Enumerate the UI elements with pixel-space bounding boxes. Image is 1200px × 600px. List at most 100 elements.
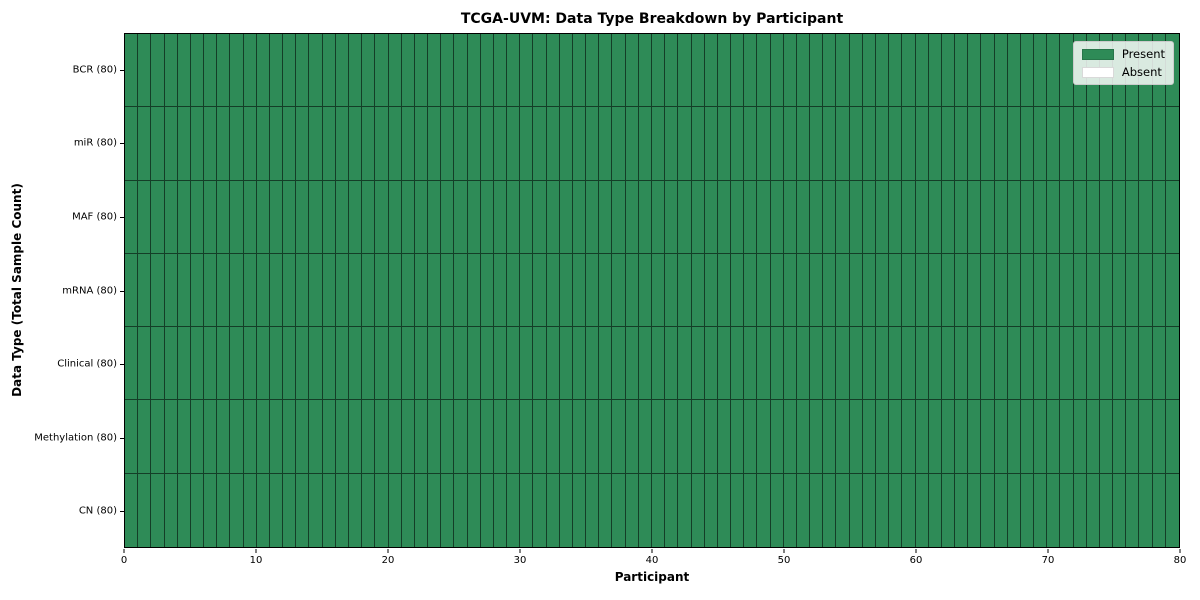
x-tick-mark: [783, 549, 785, 553]
heatmap-cell-present: [1086, 327, 1100, 401]
heatmap-cell-present: [362, 180, 376, 254]
heatmap-cell-present: [849, 180, 863, 254]
heatmap-cell-present: [902, 34, 916, 108]
heatmap-cell-present: [441, 107, 455, 181]
y-tick-mark: [120, 69, 124, 71]
heatmap-cell-present: [783, 253, 797, 328]
heatmap-cell-present: [691, 253, 705, 328]
heatmap-cell-present: [796, 473, 811, 547]
x-tick-mark: [915, 549, 917, 553]
heatmap-cell-present: [414, 400, 429, 474]
heatmap-cell-present: [796, 400, 811, 474]
heatmap-cell-present: [454, 327, 468, 401]
heatmap-cell-present: [335, 180, 349, 254]
heatmap-cell-present: [388, 473, 402, 547]
heatmap-cell-present: [665, 34, 679, 108]
heatmap-cell-present: [1020, 253, 1035, 328]
heatmap-cell-present: [783, 34, 797, 108]
heatmap-cell-present: [994, 107, 1008, 181]
heatmap-cell-present: [625, 253, 639, 328]
heatmap-cell-present: [968, 473, 982, 547]
heatmap-cell-present: [493, 253, 508, 328]
heatmap-cell-present: [717, 400, 732, 474]
heatmap-cell-present: [230, 473, 244, 547]
heatmap-cell-present: [388, 180, 402, 254]
heatmap-cell-present: [177, 253, 191, 328]
heatmap-cell-present: [704, 34, 718, 108]
heatmap-cell-present: [520, 34, 534, 108]
heatmap-cell-present: [836, 473, 850, 547]
heatmap-cell-present: [1165, 327, 1179, 401]
heatmap-cell-present: [1126, 180, 1140, 254]
heatmap-cell-present: [388, 107, 402, 181]
heatmap-cell-present: [757, 400, 771, 474]
heatmap-cell-present: [968, 253, 982, 328]
heatmap-cell-present: [941, 34, 956, 108]
heatmap-cell-present: [401, 327, 415, 401]
heatmap-cell-present: [269, 180, 284, 254]
heatmap-cell-present: [1099, 400, 1114, 474]
heatmap-cell-present: [441, 473, 455, 547]
heatmap-cell-present: [836, 107, 850, 181]
heatmap-cell-present: [678, 107, 692, 181]
heatmap-cell-present: [125, 253, 139, 328]
heatmap-cell-present: [375, 180, 389, 254]
y-tick-mark: [120, 143, 124, 145]
heatmap-cell-present: [849, 327, 863, 401]
heatmap-cell-present: [889, 253, 903, 328]
heatmap-cell-present: [362, 253, 376, 328]
heatmap-cell-present: [810, 34, 824, 108]
legend-item-absent: Absent: [1081, 65, 1165, 79]
legend: Present Absent: [1072, 41, 1174, 85]
heatmap-cell-present: [454, 400, 468, 474]
heatmap-cell-present: [889, 34, 903, 108]
heatmap-cell-present: [480, 34, 494, 108]
heatmap-cell-present: [177, 180, 191, 254]
heatmap-cell-present: [151, 34, 165, 108]
heatmap-cell-present: [335, 327, 349, 401]
heatmap-cell-present: [309, 180, 323, 254]
heatmap-cell-present: [375, 327, 389, 401]
heatmap-cell-present: [757, 253, 771, 328]
heatmap-cell-present: [204, 253, 218, 328]
heatmap-cell-present: [928, 180, 942, 254]
heatmap-cell-present: [1165, 253, 1179, 328]
heatmap-cell-present: [546, 34, 560, 108]
x-tick-label: 10: [249, 555, 263, 566]
heatmap-cell-present: [204, 327, 218, 401]
heatmap-cell-present: [638, 253, 652, 328]
heatmap-cell-present: [428, 180, 442, 254]
heatmap-cell-present: [125, 473, 139, 547]
heatmap-grid: [125, 34, 1179, 547]
heatmap-cell-present: [915, 253, 929, 328]
heatmap-cell-present: [915, 473, 929, 547]
heatmap-cell-present: [1007, 34, 1021, 108]
heatmap-cell-present: [256, 107, 270, 181]
heatmap-cell-present: [994, 327, 1008, 401]
heatmap-cell-present: [533, 473, 547, 547]
heatmap-cell-present: [902, 107, 916, 181]
heatmap-cell-present: [138, 34, 152, 108]
legend-label: Absent: [1121, 65, 1162, 79]
heatmap-cell-present: [190, 253, 205, 328]
heatmap-cell-present: [1034, 34, 1048, 108]
heatmap-cell-present: [1020, 400, 1035, 474]
heatmap-cell-present: [559, 34, 573, 108]
heatmap-cell-present: [441, 34, 455, 108]
heatmap-cell-present: [401, 400, 415, 474]
heatmap-cell-present: [335, 400, 349, 474]
heatmap-cell-present: [322, 180, 336, 254]
heatmap-cell-present: [204, 180, 218, 254]
heatmap-cell-present: [1060, 473, 1074, 547]
heatmap-cell-present: [691, 400, 705, 474]
heatmap-cell-present: [256, 327, 270, 401]
heatmap-cell-present: [625, 34, 639, 108]
heatmap-cell-present: [164, 400, 178, 474]
heatmap-cell-present: [375, 400, 389, 474]
heatmap-cell-present: [1152, 180, 1166, 254]
heatmap-cell-present: [783, 400, 797, 474]
heatmap-cell-present: [138, 107, 152, 181]
heatmap-cell-present: [559, 253, 573, 328]
heatmap-cell-present: [770, 253, 784, 328]
heatmap-cell-present: [322, 107, 336, 181]
